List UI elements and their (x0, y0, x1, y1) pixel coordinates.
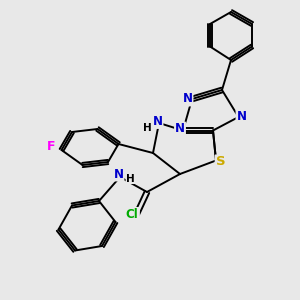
Text: H: H (126, 173, 135, 184)
Text: O: O (128, 208, 139, 221)
Text: Cl: Cl (126, 208, 138, 221)
Text: N: N (152, 115, 163, 128)
Text: N: N (182, 92, 193, 106)
Text: H: H (143, 123, 152, 134)
Text: S: S (216, 155, 225, 169)
Text: F: F (47, 140, 55, 154)
Text: N: N (236, 110, 247, 124)
Text: N: N (175, 122, 185, 136)
Text: N: N (113, 167, 124, 181)
